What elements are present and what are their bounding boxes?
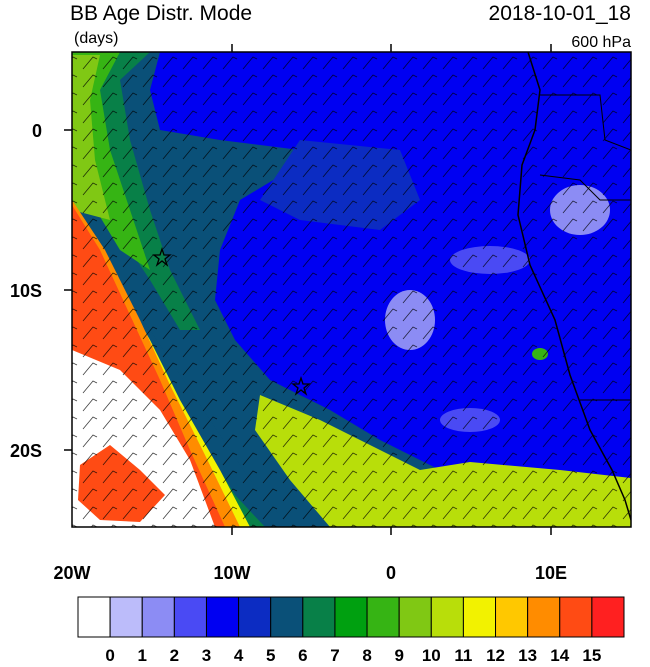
colorbar-box — [238, 596, 272, 638]
level: 600 hPa — [571, 34, 631, 51]
border — [540, 94, 631, 151]
colorbar-box — [527, 596, 561, 638]
colorbar-label: 14 — [550, 646, 569, 665]
colorbar-box — [334, 596, 368, 638]
title: BB Age Distr. Mode — [70, 2, 252, 25]
lon-label: 20W — [53, 563, 90, 583]
colorbar-box — [109, 596, 143, 638]
colorbar-box — [141, 596, 175, 638]
map — [72, 52, 631, 527]
wind-barbs — [72, 52, 631, 527]
lat-label: 0 — [32, 121, 42, 141]
colorbar-box — [430, 596, 464, 638]
coastline — [517, 52, 631, 521]
colorbar-box — [173, 596, 207, 638]
lat-label: 20S — [10, 441, 42, 461]
colorbar-label: 0 — [105, 646, 114, 665]
colorbar-label: 15 — [582, 646, 601, 665]
lon-label: 0 — [386, 563, 396, 583]
colorbar-label: 8 — [362, 646, 371, 665]
colorbar-label: 9 — [394, 646, 403, 665]
colorbar-box — [270, 596, 304, 638]
colorbar-label: 4 — [234, 646, 244, 665]
colorbar-label: 6 — [298, 646, 307, 665]
colorbar-label: 2 — [170, 646, 179, 665]
border — [539, 174, 631, 201]
colorbar: 0 1 2 3 4 5 6 7 8 9 10 11 12 13 14 15 — [77, 596, 625, 665]
colorbar-label: 1 — [138, 646, 147, 665]
lon-label: 10W — [213, 563, 250, 583]
colorbar-label: 13 — [518, 646, 537, 665]
time: 2018-10-01_18 — [489, 2, 631, 25]
site-marker — [291, 375, 311, 396]
colorbar-label: 5 — [266, 646, 275, 665]
colorbar-box — [205, 596, 240, 638]
colorbar-box — [591, 596, 625, 638]
site-marker — [152, 246, 172, 267]
colorbar-label: 12 — [486, 646, 505, 665]
ticks — [64, 44, 552, 535]
colorbar-box — [77, 596, 111, 638]
colorbar-label: 11 — [454, 646, 472, 665]
colorbar-label: 7 — [330, 646, 339, 665]
colorbar-box — [398, 596, 432, 638]
units: (days) — [74, 30, 118, 47]
colorbar-box — [302, 596, 336, 638]
lat-label: 10S — [10, 281, 42, 301]
colorbar-box — [559, 596, 593, 638]
lon-label: 10E — [535, 563, 567, 583]
colorbar-label: 3 — [202, 646, 211, 665]
colorbar-box — [462, 596, 497, 638]
colorbar-label: 10 — [422, 646, 441, 665]
colorbar-box — [366, 596, 400, 638]
colorbar-box — [495, 596, 529, 638]
